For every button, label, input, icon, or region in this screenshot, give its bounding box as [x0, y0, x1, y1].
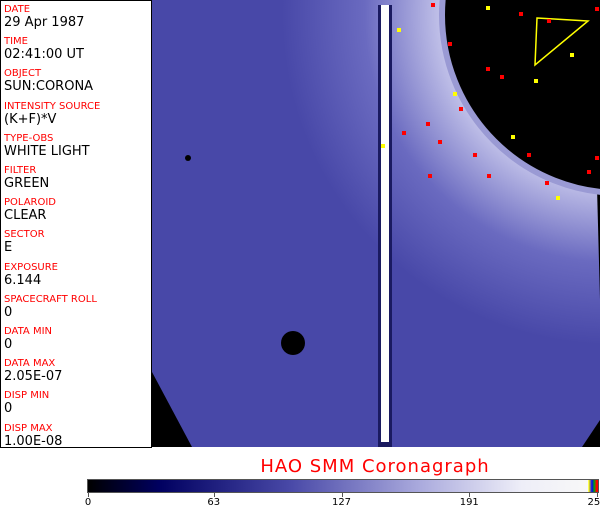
colorbar-tick-label: 63 [207, 497, 221, 508]
field-label: DATE [4, 4, 31, 15]
colorbar-tick-label: 0 [84, 497, 92, 508]
field-label: INTENSITY SOURCE [4, 100, 101, 112]
field-value: SUN:CORONA [4, 79, 94, 95]
field-value: CLEAR [4, 208, 47, 224]
overlay-marker [397, 28, 401, 32]
field-filter: FILTER GREEN [4, 165, 49, 191]
occulter-disk [439, 0, 600, 195]
field-value: 02:41:00 UT [4, 47, 84, 63]
field-value: 6.144 [4, 272, 42, 288]
overlay-marker [500, 75, 504, 79]
overlay-marker [511, 135, 515, 139]
colorbar-tick-label: 191 [459, 497, 479, 508]
overlay-marker [545, 181, 549, 185]
field-value: 2.05E-07 [4, 369, 63, 385]
color-bar [87, 479, 599, 493]
overlay-marker [438, 140, 442, 144]
colorbar-tick-label: 255 [587, 497, 600, 508]
overlay-marker [587, 170, 591, 174]
field-value: GREEN [4, 176, 50, 191]
field-value: 1.00E-08 [4, 433, 63, 449]
overlay-marker [453, 92, 457, 96]
overlay-marker [547, 19, 551, 23]
field-value: WHITE LIGHT [4, 143, 90, 159]
overlay-marker [519, 12, 523, 16]
field-value: (K+F)*V [4, 111, 57, 127]
overlay-marker [402, 131, 406, 135]
header-info-panel: DATE 29 Apr 1987 TIME 02:41:00 UT OBJECT SUN:… [0, 0, 152, 449]
field-data-max: DATA MAX 2.05E-07 [4, 358, 62, 384]
plot-title: HAO SMM Coronagraph [260, 456, 490, 477]
overlay-marker [570, 53, 574, 57]
colorbar-tick [341, 492, 343, 497]
field-label: DISP MIN [4, 390, 50, 402]
field-value: 29 Apr 1987 [4, 15, 85, 30]
field-label: SPACECRAFT ROLL [4, 293, 97, 305]
field-value: 0 [4, 401, 13, 417]
field-value: 0 [4, 304, 13, 320]
field-label: DISP MAX [4, 422, 53, 434]
colorbar-tick [88, 492, 89, 497]
overlay-marker [534, 79, 538, 83]
overlay-marker [486, 6, 490, 10]
field-label: EXPOSURE [4, 261, 59, 273]
overlay-marker [473, 153, 477, 157]
field-label: SECTOR [4, 229, 45, 241]
field-disp-max: DISP MAX 1.00E-08 [4, 423, 62, 449]
coronagraph-image [152, 0, 600, 447]
field-data-min: DATA MIN 0 [4, 326, 52, 352]
colorbar-tick [597, 492, 598, 497]
overlay-marker [595, 156, 599, 160]
overlay-marker [426, 122, 430, 126]
overlay-marker [595, 7, 599, 11]
colorbar-tick [469, 492, 471, 497]
field-label: TIME [4, 36, 29, 48]
field-sector: SECTOR E [4, 229, 45, 255]
field-label: DATA MAX [4, 358, 56, 370]
colorbar-tick-label: 127 [331, 497, 352, 508]
dark-spot [281, 331, 305, 355]
field-label: DATA MIN [4, 326, 52, 337]
field-label: TYPE-OBS [4, 132, 54, 144]
field-object: OBJECT SUN:CORONA [4, 68, 93, 94]
field-value: E [4, 240, 13, 256]
field-intensity-source: INTENSITY SOURCE (K+F)*V [4, 101, 100, 127]
field-type-obs: TYPE-OBS WHITE LIGHT [4, 133, 90, 159]
field-polaroid: POLAROID CLEAR [4, 197, 56, 223]
field-date: DATE 29 Apr 1987 [4, 4, 84, 30]
field-label: FILTER [4, 165, 37, 176]
field-spacecraft-roll: SPACECRAFT ROLL 0 [4, 294, 97, 320]
overlay-marker [448, 42, 452, 46]
overlay-triangle [534, 17, 590, 67]
colorbar-tick [213, 492, 215, 497]
field-disp-min: DISP MIN 0 [4, 390, 49, 416]
field-label: OBJECT [4, 68, 42, 80]
field-exposure: EXPOSURE 6.144 [4, 262, 58, 288]
overlay-marker [556, 196, 560, 200]
field-label: POLAROID [4, 197, 57, 209]
overlay-marker [487, 174, 491, 178]
overlay-marker [527, 153, 531, 157]
overlay-marker [486, 67, 490, 71]
overlay-marker [459, 107, 463, 111]
field-value: 0 [4, 337, 13, 352]
overlay-marker [381, 144, 385, 148]
overlay-marker [428, 174, 432, 178]
field-time: TIME 02:41:00 UT [4, 36, 84, 62]
overlay-marker [431, 3, 435, 7]
